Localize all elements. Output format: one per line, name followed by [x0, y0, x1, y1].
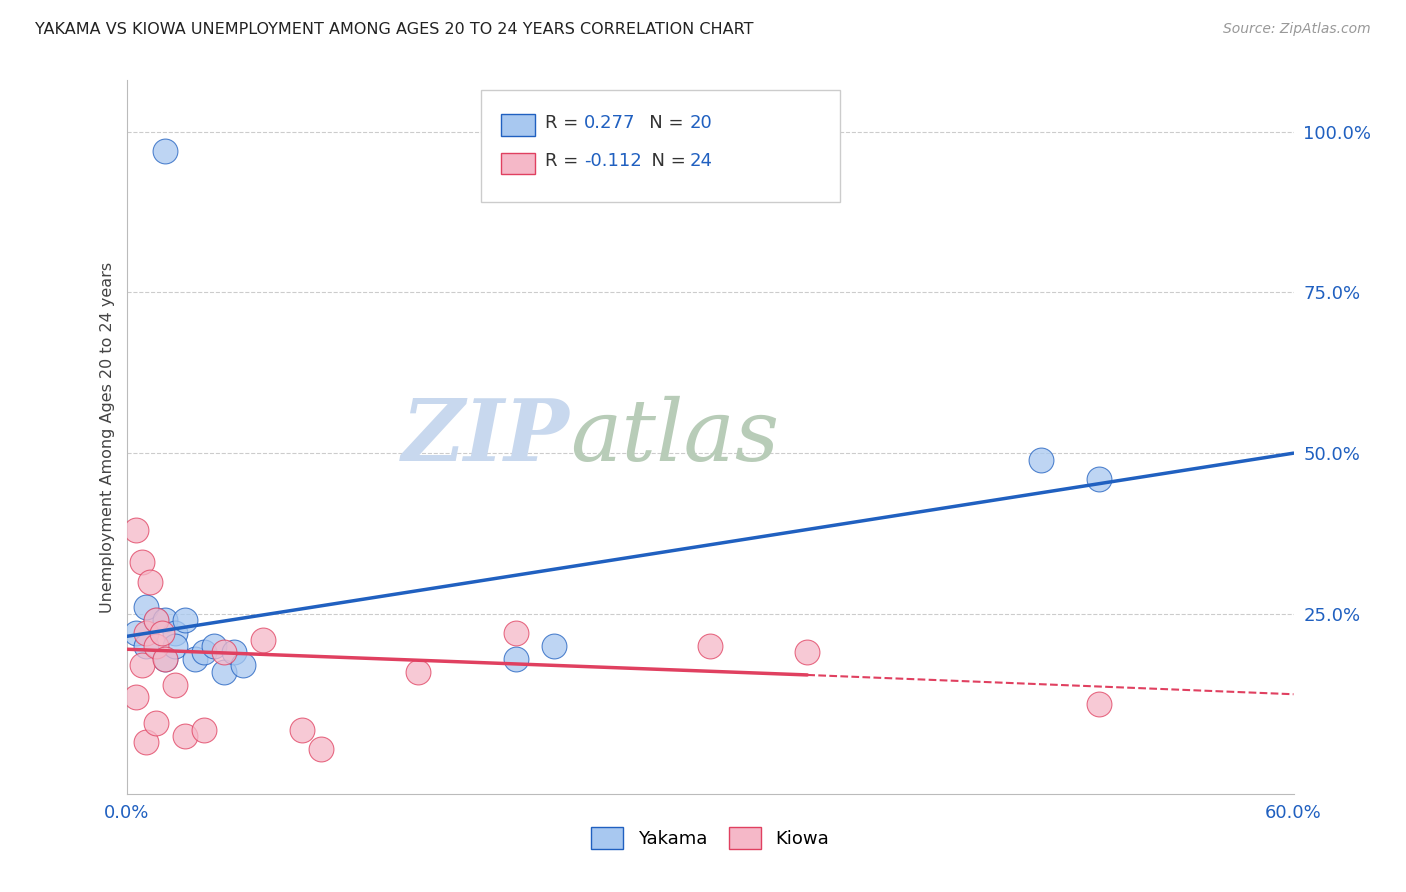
Point [193, 723, 215, 737]
Point [252, 632, 274, 647]
Point [150, 626, 173, 640]
Point [699, 639, 721, 653]
Point [408, 665, 430, 679]
Point [212, 665, 235, 679]
Point [1088, 697, 1111, 711]
Point [145, 613, 167, 627]
Point [165, 639, 187, 653]
Point [131, 658, 153, 673]
Point [174, 613, 197, 627]
Point [135, 735, 157, 749]
Point [155, 652, 177, 666]
Point [505, 652, 527, 666]
Point [165, 677, 187, 691]
Y-axis label: Unemployment Among Ages 20 to 24 years: Unemployment Among Ages 20 to 24 years [100, 261, 115, 613]
Point [309, 742, 332, 756]
Point [139, 574, 162, 589]
Point [193, 645, 215, 659]
Text: Source: ZipAtlas.com: Source: ZipAtlas.com [1223, 22, 1371, 37]
Point [125, 626, 148, 640]
Point [202, 639, 225, 653]
Point [155, 144, 177, 158]
Point [131, 556, 153, 570]
Point [145, 613, 167, 627]
Point [796, 645, 818, 659]
Text: R =: R = [544, 153, 583, 170]
Text: 0.277: 0.277 [583, 114, 636, 132]
Text: ZIP: ZIP [402, 395, 569, 479]
Point [155, 652, 177, 666]
Text: N =: N = [631, 114, 689, 132]
Text: YAKAMA VS KIOWA UNEMPLOYMENT AMONG AGES 20 TO 24 YEARS CORRELATION CHART: YAKAMA VS KIOWA UNEMPLOYMENT AMONG AGES … [35, 22, 754, 37]
Point [212, 645, 235, 659]
Point [125, 524, 148, 538]
Point [135, 626, 157, 640]
Text: N =: N = [640, 153, 692, 170]
Point [1088, 472, 1111, 486]
Point [543, 639, 565, 653]
Point [174, 729, 197, 743]
Point [505, 626, 527, 640]
Point [125, 690, 148, 705]
Point [145, 639, 167, 653]
Text: 20: 20 [689, 114, 711, 132]
Point [222, 645, 245, 659]
Point [290, 723, 312, 737]
Point [155, 613, 177, 627]
Point [135, 639, 157, 653]
Point [1029, 452, 1052, 467]
Text: R =: R = [544, 114, 583, 132]
Point [165, 626, 187, 640]
Point [183, 652, 205, 666]
Point [145, 716, 167, 731]
Legend: Yakama, Kiowa: Yakama, Kiowa [583, 820, 837, 856]
Point [135, 600, 157, 615]
Text: -0.112: -0.112 [583, 153, 641, 170]
Point [232, 658, 254, 673]
Text: 24: 24 [689, 153, 713, 170]
Text: atlas: atlas [569, 396, 779, 478]
